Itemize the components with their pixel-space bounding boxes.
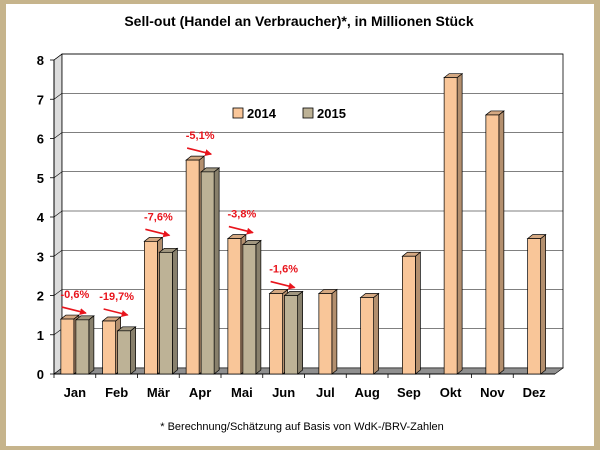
bar-2015-front [75,319,90,375]
bar-2014-front [227,238,242,375]
change-annotation: -19,7% [99,291,134,303]
bar-2014-front [269,293,283,375]
bar-2015-front [117,330,131,375]
x-tick-label: Apr [189,385,211,400]
bar-2015 [241,239,262,375]
bar-2014 [484,110,505,375]
x-tick-label: Sep [397,385,421,400]
y-tick-label: 4 [37,210,45,225]
gridline [53,210,563,218]
bar-2015-side [297,290,303,375]
bar-2015-front [159,251,173,375]
bar-2015-side [88,315,95,375]
bar-2014 [401,251,422,375]
bar-2014-front [102,320,116,375]
change-arrow [270,280,296,290]
y-tick-label: 7 [37,92,44,107]
x-tick-label: Aug [354,385,379,400]
bar-2015-side [130,326,136,375]
bar-2015-front [242,244,257,375]
bar-2014-front [527,238,541,375]
y-tick-label: 8 [37,53,44,68]
change-arrow [61,306,87,315]
change-arrow [186,147,213,157]
x-tick-label: Jul [316,385,335,400]
x-tick-label: Jun [272,385,295,400]
bar-2015-front [200,171,215,375]
bar-2014-side [540,233,546,375]
y-tick-label: 6 [37,132,44,147]
y-tick-label: 1 [37,328,44,343]
gridline [53,92,563,100]
y-tick-label: 3 [37,249,44,264]
chart-title: Sell-out (Handel an Verbraucher)*, in Mi… [124,13,473,29]
bar-2014 [359,292,380,375]
change-annotation: -3,8% [228,209,257,221]
legend-swatch-2015 [302,107,314,119]
bar-2014 [443,72,464,375]
y-tick-label: 0 [37,367,44,382]
bar-2014-front [485,114,500,375]
bar-2014-front [318,293,333,375]
x-tick-label: Nov [480,385,505,400]
bar-2015-side [255,239,262,375]
gridline [53,132,563,139]
bar-2014-front [144,240,158,375]
x-tick-label: Mär [147,385,170,400]
change-annotation: -5,1% [186,130,215,142]
bar-2014 [526,233,547,375]
gridline [53,289,563,296]
bar-2015-side [213,167,220,375]
bar-2014-front [60,318,75,375]
change-annotation: -7,6% [144,211,173,223]
bar-2014 [317,288,338,375]
bar-2014-side [498,110,505,375]
bar-2015-side [172,247,178,375]
change-arrow [228,225,254,235]
bar-2015 [200,167,221,375]
y-tick-label: 2 [37,289,44,304]
gridline [53,171,563,178]
bar-2015 [283,290,304,375]
legend-swatch-2014 [232,107,244,119]
bar-2014-side [456,72,463,375]
bar-2015 [74,315,95,375]
bar-2015-front [284,295,298,375]
bar-2015 [116,326,137,375]
y-tick-label: 5 [37,171,44,186]
plot-area: 0 1 2 3 4 5 6 7 8 Jan Feb Mär Apr Mai Jun Jul Aug Sep Okt N… [37,53,564,400]
x-tick-label: Feb [105,385,128,400]
x-tick-label: Mai [231,385,253,400]
bar-2014-side [331,288,338,375]
change-annotation: -1,6% [269,264,298,276]
chart-footnote: * Berechnung/Schätzung auf Basis von WdK… [160,421,444,433]
bar-2014-front [360,297,374,375]
bar-2014-side [373,292,379,375]
chart-legend: 2014 2015 [232,106,346,121]
gridline [53,249,563,257]
legend-label-2014: 2014 [247,106,277,121]
legend-label-2015: 2015 [317,106,346,121]
change-arrow [145,228,171,238]
x-tick-label: Jan [64,385,86,400]
bar-2015 [158,247,179,375]
bar-2014-front [185,159,200,375]
x-tick-label: Okt [440,385,462,400]
change-annotation: -0,6% [61,289,90,301]
bar-2014-side [415,251,421,375]
bar-2014-front [443,77,458,375]
bar-2014-front [402,255,416,375]
gridline [53,53,563,61]
change-arrow [103,308,129,317]
x-tick-label: Dez [523,385,547,400]
